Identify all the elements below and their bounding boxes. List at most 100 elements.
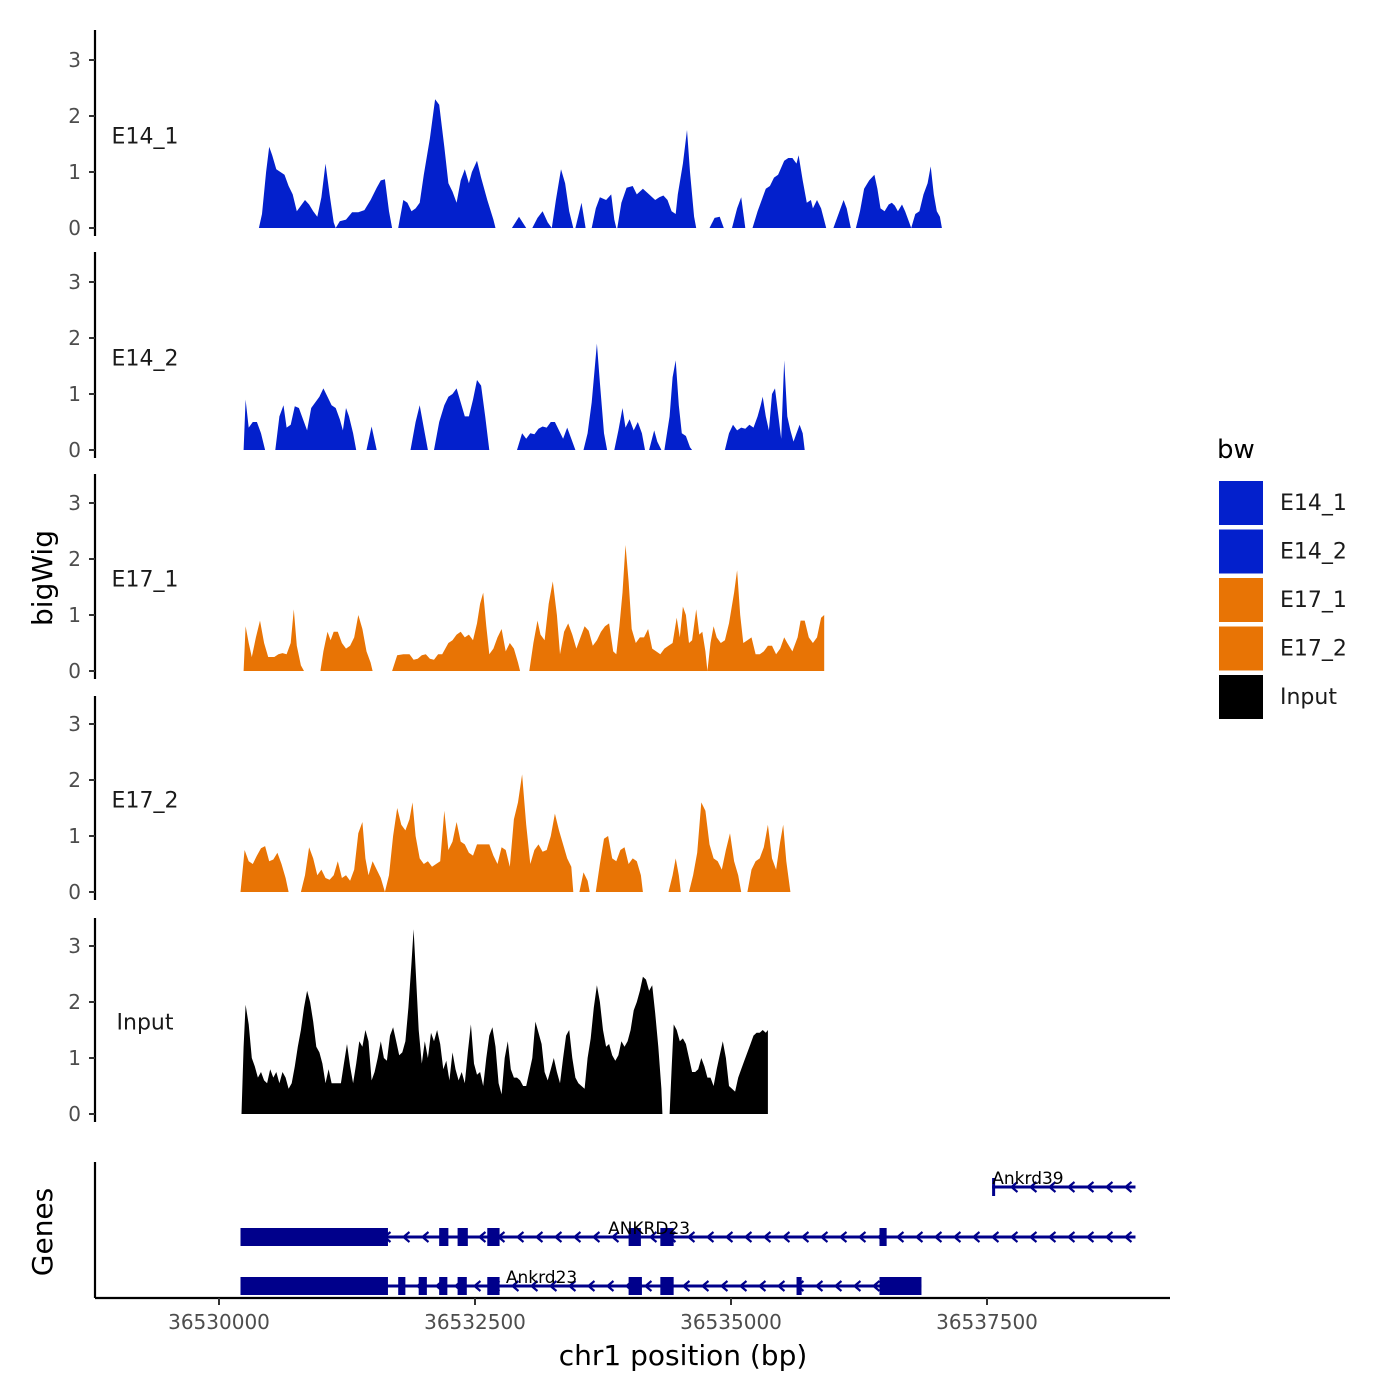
signal-area-e17_2 [384,774,574,892]
panel-e14_2: 0 1 2 3 E14_2 [68,252,805,462]
gene-track-panel: Ankrd39 ANKRD23 Ankrd23 [93,1162,1136,1298]
y-tick-label: 1 [68,382,81,406]
gene-label: Ankrd39 [992,1169,1063,1189]
strand-arrow [1028,1181,1038,1193]
panel-input: 0 1 2 3 Input [68,918,768,1126]
strand-arrow [1104,1181,1114,1193]
strand-arrow [857,1231,867,1243]
panel-e14_1: 0 1 2 3 E14_1 [68,30,942,240]
signal-area-e14_1 [855,174,912,228]
signal-area-e14_2 [614,408,645,450]
panel-label-e17_1: E17_1 [112,568,179,593]
strand-arrow [401,1231,411,1243]
panel-label-e14_1: E14_1 [112,125,179,150]
signal-area-e17_1 [392,592,521,671]
legend-item-e14_2: E14_2 [1217,527,1347,576]
signal-area-e14_1 [617,130,697,228]
signal-area-input [669,1024,768,1114]
signal-area-e14_2 [410,405,428,450]
panel-label-e14_2: E14_2 [112,347,179,372]
y-tick-label: 0 [68,659,81,683]
strand-arrow [529,1280,539,1292]
signal-area-e14_1 [551,169,574,228]
signal-area-e14_2 [366,426,377,450]
y-tick-label: 2 [68,990,81,1014]
signal-area-e14_1 [398,99,496,228]
track-panels: 0 1 2 3 E14_1 0 1 2 3 E14_2 0 1 2 3 E17_1 0 1 2 3 E17_2 0 1 2 3… [68,30,942,1126]
strand-arrow [1009,1231,1019,1243]
strand-arrow [648,1231,658,1243]
gene-label: Ankrd23 [506,1268,577,1288]
signal-area-e14_1 [732,197,746,228]
signal-area-e14_2 [434,380,490,450]
strand-arrow [762,1231,772,1243]
y-tick-label: 3 [68,48,81,72]
signal-area-e14_1 [752,155,827,228]
signal-area-e17_2 [300,822,385,892]
signal-area-e14_2 [275,388,357,450]
exon [418,1277,427,1295]
exon [879,1228,887,1246]
gene-model-ankrd23: Ankrd23 [240,1268,922,1295]
y-tick-label: 2 [68,547,81,571]
strand-arrow [1047,1181,1057,1193]
strand-arrow [871,1280,881,1292]
strand-arrow [1066,1231,1076,1243]
strand-arrow [819,1231,829,1243]
exon [628,1277,642,1295]
strand-arrow [1085,1231,1095,1243]
strand-arrow [643,1280,653,1292]
y-tick-label: 1 [68,160,81,184]
exon [660,1228,674,1246]
exon [660,1277,674,1295]
signal-area-e17_2 [595,836,643,892]
exon [487,1277,500,1295]
legend-swatch [1217,624,1265,673]
legend-item-e17_1: E17_1 [1217,576,1347,624]
signal-area-e14_1 [532,211,552,228]
signal-area-e17_2 [747,824,791,892]
exon [240,1277,388,1295]
strand-arrow [1085,1181,1095,1193]
strand-arrow [743,1231,753,1243]
legend-label: E17_2 [1280,637,1347,662]
strand-arrow [1047,1231,1057,1243]
strand-arrow [724,1231,734,1243]
y-tick-label: 3 [68,491,81,515]
strand-arrow [572,1231,582,1243]
legend-label: Input [1280,685,1337,710]
y-tick-label: 0 [68,216,81,240]
signal-area-e17_2 [240,846,289,892]
strand-arrow [971,1231,981,1243]
strand-arrow [833,1280,843,1292]
panel-e17_2: 0 1 2 3 E17_2 [68,696,791,904]
signal-area-e14_1 [833,200,851,228]
strand-arrow [681,1280,691,1292]
signal-area-e17_1 [320,615,373,671]
strand-arrow [1009,1181,1019,1193]
legend-label: E17_1 [1280,588,1347,613]
strand-arrow [1066,1181,1076,1193]
legend-swatch [1217,479,1265,527]
legend-item-e14_1: E14_1 [1217,479,1347,527]
strand-arrow [933,1231,943,1243]
strand-arrow [838,1231,848,1243]
strand-arrow [605,1280,615,1292]
signal-area-e14_2 [583,343,608,450]
signal-area-e17_2 [668,858,681,892]
y-tick-label: 3 [68,712,81,736]
strand-arrow [553,1231,563,1243]
legend-label: E14_2 [1280,540,1347,565]
y-tick-label: 0 [68,438,81,462]
strand-arrow [719,1280,729,1292]
signal-area-e14_1 [575,202,586,228]
signal-area-e17_1 [529,545,708,671]
y-tick-label: 0 [68,880,81,904]
x-tick-label: 36532500 [424,1310,526,1334]
legend-item-e17_2: E17_2 [1217,624,1347,673]
exon [240,1228,388,1246]
strand-arrow [757,1280,767,1292]
panel-label-input: Input [117,1011,174,1036]
signal-area-e14_1 [911,166,942,228]
